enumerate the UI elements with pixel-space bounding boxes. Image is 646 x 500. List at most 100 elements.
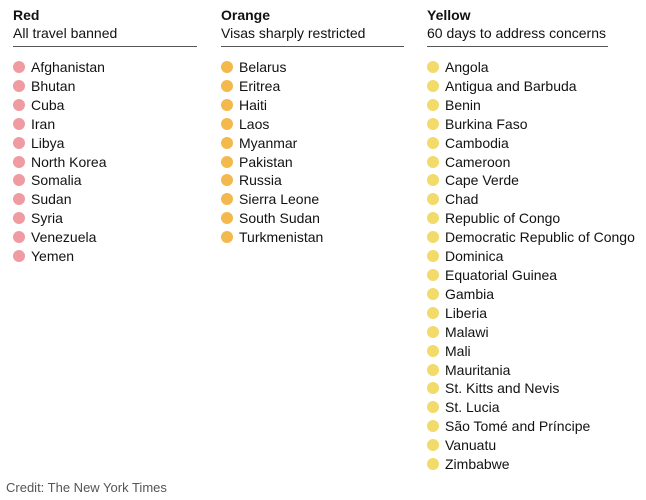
country-name: Vanuatu bbox=[445, 437, 497, 454]
color-dot bbox=[427, 117, 439, 130]
color-dot bbox=[427, 79, 439, 92]
country: Equatorial Guinea bbox=[427, 266, 608, 285]
color-dot bbox=[221, 98, 233, 111]
color-dot bbox=[427, 174, 439, 187]
column-subtitle: All travel banned bbox=[13, 25, 118, 41]
country-name: Mauritania bbox=[445, 361, 511, 378]
country: Somalia bbox=[13, 171, 197, 190]
country: Dominica bbox=[427, 247, 608, 266]
column: Red All travel banned Afghanistan Bhutan Cub… bbox=[13, 6, 197, 266]
color-dot bbox=[427, 98, 439, 111]
country-name: Cape Verde bbox=[445, 172, 519, 189]
country: Afghanistan bbox=[13, 58, 197, 77]
country: St. Kitts and Nevis bbox=[427, 379, 608, 398]
country: Cambodia bbox=[427, 134, 608, 153]
country: Turkmenistan bbox=[221, 228, 404, 247]
country-name: Sierra Leone bbox=[239, 191, 320, 208]
country-name: São Tomé and Príncipe bbox=[445, 418, 591, 435]
country: Antigua and Barbuda bbox=[427, 77, 608, 96]
column: Yellow 60 days to address concerns Angola A… bbox=[427, 6, 635, 474]
country-name: Cambodia bbox=[445, 134, 509, 151]
color-dot bbox=[13, 212, 25, 225]
country-name: Haiti bbox=[239, 96, 268, 113]
country-name: Yemen bbox=[31, 248, 75, 265]
color-dot bbox=[13, 250, 25, 263]
country-name: Zimbabwe bbox=[445, 456, 510, 473]
country-name: Bhutan bbox=[31, 77, 76, 94]
color-dot bbox=[221, 79, 233, 92]
country-name: Democratic Republic of Congo bbox=[445, 229, 635, 246]
country-name: Somalia bbox=[31, 172, 82, 189]
country-name: Eritrea bbox=[239, 77, 281, 94]
country-name: Dominica bbox=[445, 248, 504, 265]
color-dot bbox=[427, 61, 439, 73]
country-name: Mali bbox=[445, 342, 471, 359]
color-dot bbox=[221, 231, 233, 244]
divider bbox=[427, 46, 608, 47]
color-dot bbox=[427, 155, 439, 168]
country: Myanmar bbox=[221, 134, 404, 153]
color-dot bbox=[13, 79, 25, 92]
color-dot bbox=[427, 231, 439, 244]
column-subtitle: Visas sharply restricted bbox=[221, 25, 366, 41]
color-dot bbox=[221, 212, 233, 225]
color-dot bbox=[427, 382, 439, 395]
country: Belarus bbox=[221, 58, 404, 77]
color-dot bbox=[13, 98, 25, 111]
country: Cameroon bbox=[427, 153, 608, 172]
country-name: Chad bbox=[445, 191, 479, 208]
color-dot bbox=[427, 287, 439, 300]
country-name: Benin bbox=[445, 96, 481, 113]
country: Gambia bbox=[427, 285, 608, 304]
country: Angola bbox=[427, 58, 608, 77]
country: São Tomé and Príncipe bbox=[427, 417, 608, 436]
country-name: Malawi bbox=[445, 323, 489, 340]
column-title: Orange bbox=[221, 7, 271, 23]
country: Mali bbox=[427, 342, 608, 361]
country-name: Venezuela bbox=[31, 229, 97, 246]
country: Cape Verde bbox=[427, 171, 608, 190]
country: Iran bbox=[13, 115, 197, 134]
country: Vanuatu bbox=[427, 436, 608, 455]
country-name: Liberia bbox=[445, 304, 488, 321]
divider bbox=[13, 46, 197, 47]
country-name: Iran bbox=[31, 115, 56, 132]
country: Libya bbox=[13, 134, 197, 153]
column-subtitle: 60 days to address concerns bbox=[427, 25, 606, 41]
color-dot bbox=[13, 117, 25, 130]
country-name: Equatorial Guinea bbox=[445, 266, 558, 283]
credit: Credit: The New York Times bbox=[6, 480, 167, 495]
color-dot bbox=[221, 193, 233, 206]
country: Yemen bbox=[13, 247, 197, 266]
column-title: Red bbox=[13, 7, 40, 23]
country: St. Lucia bbox=[427, 398, 608, 417]
country-name: St. Kitts and Nevis bbox=[445, 380, 560, 397]
country-name: Russia bbox=[239, 172, 282, 189]
country-name: Afghanistan bbox=[31, 59, 105, 75]
color-dot bbox=[221, 61, 233, 73]
country-name: Laos bbox=[239, 115, 270, 132]
color-dot bbox=[427, 325, 439, 338]
country: Zimbabwe bbox=[427, 455, 608, 474]
country: Haiti bbox=[221, 96, 404, 115]
color-dot bbox=[427, 458, 439, 471]
country-name: Belarus bbox=[239, 59, 287, 75]
country: Eritrea bbox=[221, 77, 404, 96]
country: Cuba bbox=[13, 96, 197, 115]
color-dot bbox=[427, 306, 439, 319]
country: Sudan bbox=[13, 190, 197, 209]
country-name: Gambia bbox=[445, 285, 495, 302]
color-dot bbox=[427, 344, 439, 357]
country-name: St. Lucia bbox=[445, 399, 500, 416]
country-name: Libya bbox=[31, 134, 65, 151]
color-dot bbox=[427, 193, 439, 206]
country: Bhutan bbox=[13, 77, 197, 96]
country-name: Cuba bbox=[31, 96, 65, 113]
country-name: North Korea bbox=[31, 153, 107, 170]
color-dot bbox=[427, 363, 439, 376]
country: Democratic Republic of Congo bbox=[427, 228, 635, 247]
color-dot bbox=[13, 136, 25, 149]
country: Russia bbox=[221, 171, 404, 190]
color-dot bbox=[427, 212, 439, 225]
color-dot bbox=[221, 136, 233, 149]
